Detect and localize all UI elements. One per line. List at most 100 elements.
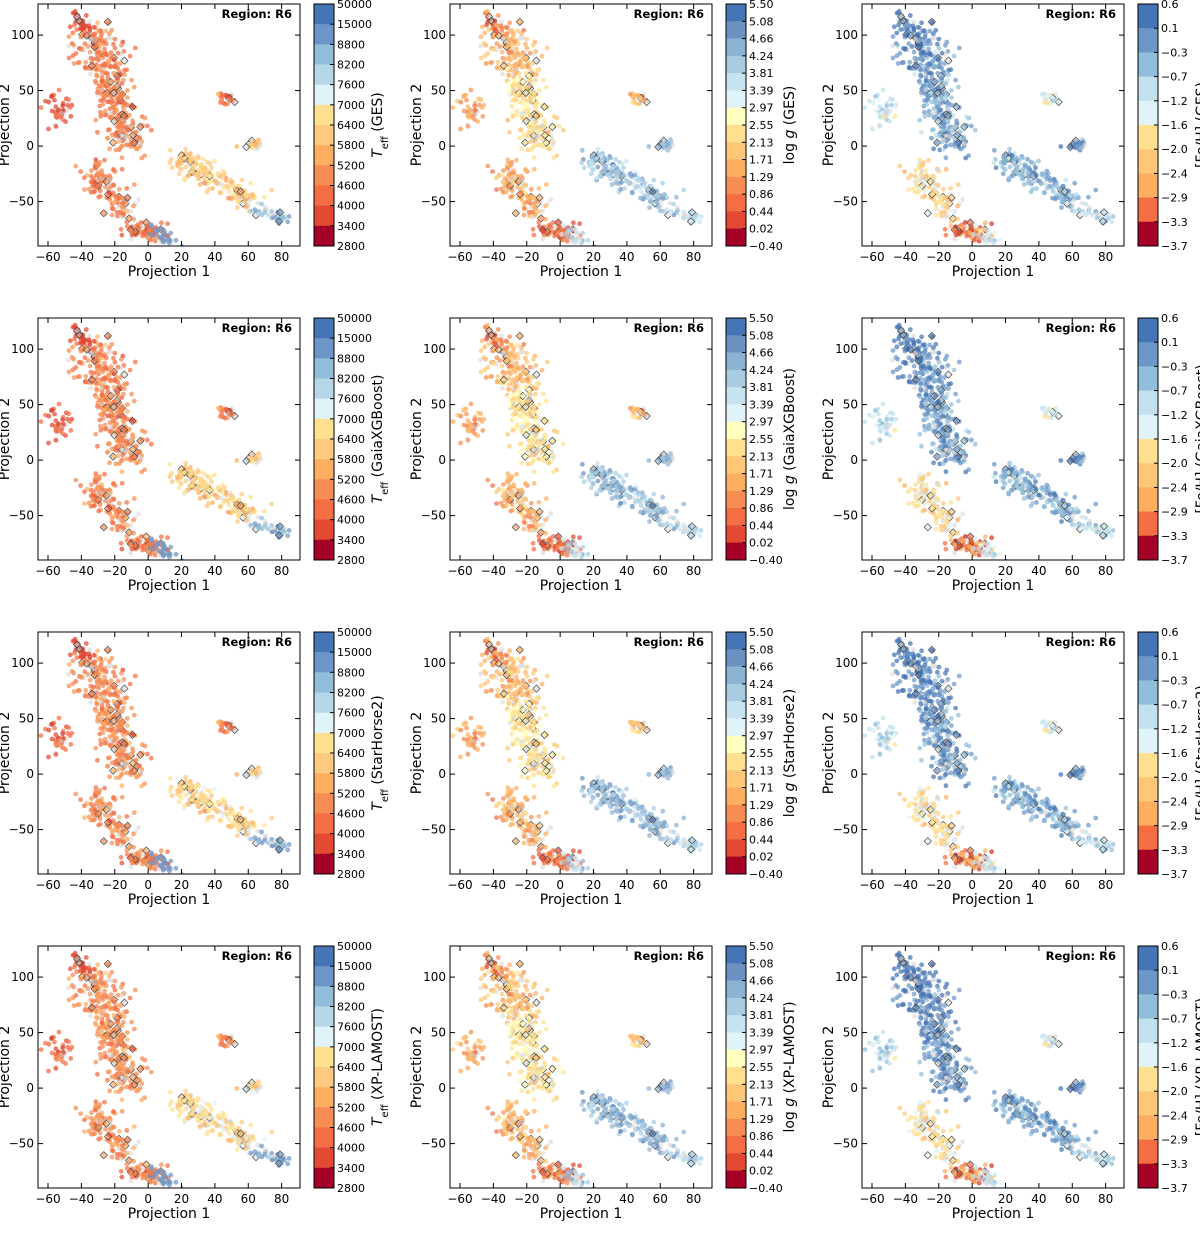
highlight-marker [960,122,969,131]
data-point [981,234,987,240]
colorbar-segment [314,519,334,541]
colorbar-tick-label: 5800 [337,453,365,466]
data-point [557,437,562,443]
data-point [265,212,271,218]
data-point [517,449,522,455]
data-point [173,551,179,557]
data-point [158,220,164,226]
data-point [618,186,623,192]
data-point [916,38,921,44]
colorbar-segment [314,64,334,86]
data-point [644,186,650,192]
data-point [913,179,919,185]
data-point [193,486,199,492]
data-point [127,53,133,59]
highlight-marker [73,326,82,335]
data-point [137,438,143,444]
data-point [506,80,511,86]
data-point [494,175,499,181]
data-point [1026,165,1032,171]
data-point [1058,144,1064,149]
data-point [1003,156,1009,162]
data-point [95,20,100,26]
data-point [992,230,998,236]
data-point [465,104,471,110]
data-point [906,187,911,193]
data-point [542,418,547,424]
data-point [1011,157,1016,163]
data-point [507,20,512,26]
data-point [621,165,626,171]
data-point [527,397,533,402]
colorbar-teff: 5000015000880082007600700064005800520046… [313,0,391,253]
data-point [502,32,508,38]
data-point [546,129,551,135]
data-point [165,221,171,227]
data-point [506,185,511,190]
data-point [489,374,494,379]
data-point [140,547,146,553]
data-point [539,437,545,443]
highlight-marker [82,31,91,40]
data-point [622,500,627,505]
highlight-marker [274,217,284,226]
data-point [119,42,124,48]
region-label: Region: R6 [634,7,704,21]
data-point [94,185,99,190]
data-point [112,45,118,51]
data-point [90,497,96,502]
colorbar-label: Teff (GES) [370,92,391,158]
data-point [506,363,512,369]
data-point [103,28,109,34]
data-point [111,57,117,63]
data-point [942,195,948,201]
x-axis-label: Projection 1 [128,578,211,594]
highlight-marker [548,436,557,445]
data-point [504,189,509,194]
highlight-marker [110,431,119,440]
data-point [926,157,931,163]
data-point [931,146,936,152]
data-point [505,471,511,476]
data-point [119,166,125,172]
data-point [128,142,134,147]
data-point [1007,164,1013,170]
data-point [1047,178,1053,184]
data-point [66,55,72,61]
data-point [505,117,511,123]
data-point [236,512,241,518]
data-point [169,165,175,171]
data-point [943,232,949,238]
data-point [576,238,582,243]
data-point [176,171,182,177]
data-point [923,78,929,83]
data-point [991,147,997,153]
data-point [118,61,123,66]
data-point [530,509,536,515]
data-point [933,79,938,84]
data-point [143,544,149,550]
data-point [514,380,520,386]
data-point [929,19,935,25]
data-point [120,514,125,520]
data-point [124,500,130,505]
data-point [1026,180,1031,186]
data-point [533,113,539,119]
data-point [533,427,539,433]
data-point [501,168,506,173]
colorbar-tick-label: 6400 [337,119,365,132]
highlight-marker [82,345,91,354]
data-point [507,403,512,409]
data-point [946,67,951,73]
y-tick-label: 50 [19,398,34,412]
colorbar-segment [314,318,334,339]
data-point [111,167,116,173]
data-point [689,209,695,215]
data-point [938,107,944,113]
data-point [997,237,1003,243]
data-point [450,105,456,110]
data-point [82,23,88,29]
data-point [530,214,536,220]
data-point [91,56,96,62]
data-point [550,534,556,539]
